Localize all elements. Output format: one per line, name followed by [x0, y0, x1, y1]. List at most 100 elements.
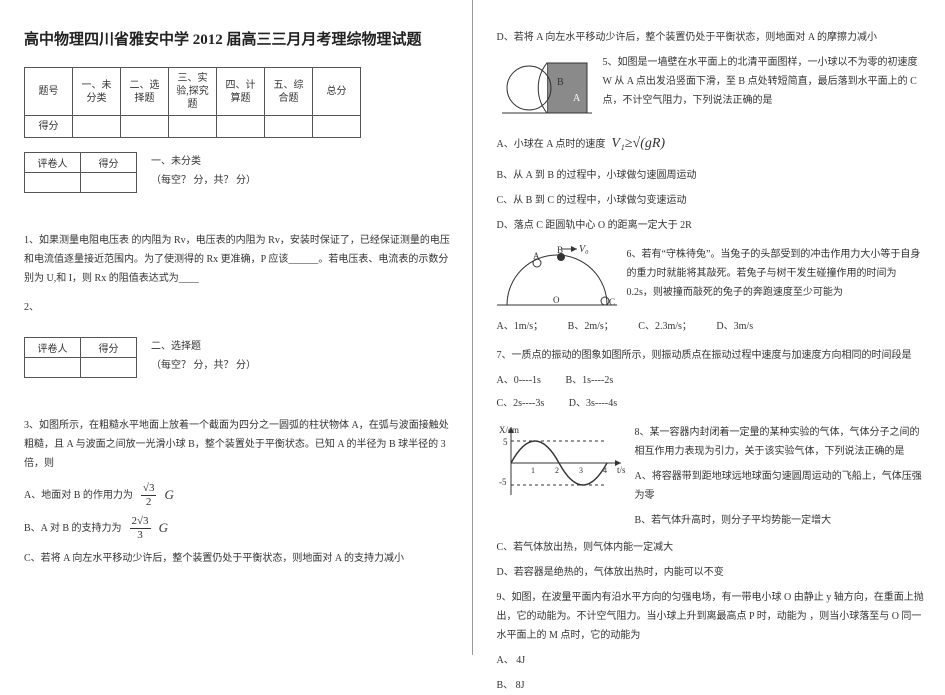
page: 高中物理四川省雅安中学 2012 届高三三月月考理综物理试题 题号 一、未分类 …: [0, 0, 945, 655]
q1-text: 1、如果测量电阻电压表 的内阻为 Rv，电压表的内阻为 Rv，安装时保证了，已经…: [24, 231, 452, 288]
frac-den: 2: [146, 496, 152, 508]
q7-optD: D、3s----4s: [569, 394, 617, 413]
q7-optB: B、1s----2s: [565, 371, 613, 390]
fig5-text: 5、如图是一墙壁在水平面上的北清平面图样，一小球以不为零的初速度 W 从 A 点…: [603, 53, 926, 110]
grader-cell: [81, 173, 137, 193]
grader-table-2: 评卷人 得分: [24, 337, 137, 378]
score-col-0: 题号: [25, 68, 73, 116]
svg-text:t/s: t/s: [617, 465, 625, 475]
svg-text:B: B: [557, 245, 563, 255]
var-g: G: [164, 483, 173, 508]
table-row: 评卷人 得分: [25, 338, 137, 358]
fig6-optA: A、1m/s；: [497, 317, 544, 336]
score-cell: [121, 116, 169, 138]
fig8-box: X/cm t/s 5 -5 1 2 3 4 8、某一容器内封闭着一定量的某种实验…: [497, 423, 926, 530]
fig6-optB: B、2m/s；: [568, 317, 614, 336]
fig6-box: O A B V₀ C 6、若有“守株待兔”。当兔子的头部受到的冲击作用力大小等于…: [497, 245, 926, 309]
fig5-optA: A、小球在 A 点时的速度 V₁≥√(gR): [497, 131, 926, 158]
fig5-diagram-icon: B A: [497, 53, 593, 123]
fig6-opts: A、1m/s； B、2m/s； C、2.3m/s； D、3m/s: [497, 317, 926, 336]
grader-table-1: 评卷人 得分: [24, 152, 137, 193]
score-col-6: 总分: [313, 68, 361, 116]
fig8-optC: C、若气体放出热，则气体内能一定减大: [497, 538, 926, 557]
score-col-4: 四、计算题: [217, 68, 265, 116]
svg-text:4: 4: [603, 466, 607, 475]
section-2-header: 评卷人 得分 二、选择题 （每空？ 分，共？ 分）: [24, 337, 452, 382]
section-2-meta: 二、选择题 （每空？ 分，共？ 分）: [151, 337, 256, 375]
grader-cell: [81, 358, 137, 378]
score-cell: [73, 116, 121, 138]
table-row: [25, 358, 137, 378]
q3-optB: B、A 对 B 的支持力为 2√3 3 G: [24, 516, 452, 541]
fig6-diagram-icon: O A B V₀ C: [497, 245, 617, 309]
grader-c2: 得分: [81, 153, 137, 173]
svg-text:O: O: [553, 295, 560, 305]
fig6-optC: C、2.3m/s；: [638, 317, 692, 336]
q3-text: 3、如图所示，在粗糙水平地面上放着一个截面为四分之一圆弧的柱状物体 A，在弧与波…: [24, 416, 452, 473]
right-column: D、若将 A 向左水平移动少许后，整个装置仍处于平衡状态，则地面对 A 的摩擦力…: [473, 0, 945, 655]
section-1-header: 评卷人 得分 一、未分类 （每空？ 分，共？ 分）: [24, 152, 452, 197]
q3-optC: C、若将 A 向左水平移动少许后，整个装置仍处于平衡状态，则地面对 A 的支持力…: [24, 549, 452, 568]
q2-stub: 2、: [24, 298, 452, 317]
fig6-text: 6、若有“守株待兔”。当兔子的头部受到的冲击作用力大小等于自身的重力时就能将其敲…: [627, 245, 926, 302]
fig5-box: B A 5、如图是一墙壁在水平面上的北清平面图样，一小球以不为零的初速度 W 从…: [497, 53, 926, 123]
section-1-sub: （每空？ 分，共？ 分）: [151, 171, 256, 190]
section-2-title: 二、选择题: [151, 337, 256, 356]
table-row: 评卷人 得分: [25, 153, 137, 173]
fig8-optD: D、若容器是绝热的，气体放出热时，内能可以不变: [497, 563, 926, 582]
q7-opts2: C、2s----3s D、3s----4s: [497, 394, 926, 413]
fig8-optB: B、若气体升高时，则分子平均势能一定增大: [635, 511, 926, 530]
q9-text: 9、如图，在波量平面内有沿水平方向的匀强电场，有一带电小球 O 由静止 y 轴方…: [497, 588, 926, 645]
left-column: 高中物理四川省雅安中学 2012 届高三三月月考理综物理试题 题号 一、未分类 …: [0, 0, 473, 655]
svg-text:A: A: [533, 251, 540, 261]
score-col-2: 二、选择题: [121, 68, 169, 116]
score-col-5: 五、综合题: [265, 68, 313, 116]
fraction-icon: √3 2: [141, 483, 157, 508]
spacer: [24, 398, 452, 416]
q3-optD-right: D、若将 A 向左水平移动少许后，整个装置仍处于平衡状态，则地面对 A 的摩擦力…: [497, 28, 926, 47]
frac-den: 3: [137, 529, 143, 541]
q9-optA: A、 4J: [497, 651, 926, 670]
q3-optA-pre: A、地面对 B 的作用力为: [24, 486, 133, 505]
score-cell: [265, 116, 313, 138]
grader-c1: 评卷人: [25, 153, 81, 173]
svg-text:B: B: [557, 77, 564, 88]
section-1-meta: 一、未分类 （每空？ 分，共？ 分）: [151, 152, 256, 190]
fig5-optC: C、从 B 到 C 的过程中，小球做匀变速运动: [497, 191, 926, 210]
grader-c1: 评卷人: [25, 338, 81, 358]
frac-num: 2√3: [130, 516, 151, 529]
frac-num: √3: [141, 483, 157, 496]
grader-cell: [25, 358, 81, 378]
fig5-optA-pre: A、小球在 A 点时的速度: [497, 135, 606, 154]
grader-c2: 得分: [81, 338, 137, 358]
q1-body: 1、如果测量电阻电压表 的内阻为 Rv，电压表的内阻为 Rv，安装时保证了，已经…: [24, 235, 450, 284]
q7-optC: C、2s----3s: [497, 394, 545, 413]
formula-icon: V₁≥√(gR): [611, 131, 665, 158]
fig8-optA: A、将容器带到距地球远地球面匀速圆周运动的飞船上，气体压强为零: [635, 467, 926, 505]
grader-cell: [25, 173, 81, 193]
q7-opts: A、0----1s B、1s----2s: [497, 371, 926, 390]
svg-text:V₀: V₀: [579, 245, 589, 255]
svg-text:2: 2: [555, 466, 559, 475]
fig6-optD: D、3m/s: [716, 317, 753, 336]
score-col-1: 一、未分类: [73, 68, 121, 116]
q9-optB: B、 8J: [497, 676, 926, 695]
fig8-text: 8、某一容器内封闭着一定量的某种实验的气体，气体分子之间的相互作用力表现为引力，…: [635, 423, 926, 530]
section-2-sub: （每空？ 分，共？ 分）: [151, 356, 256, 375]
svg-text:1: 1: [531, 466, 535, 475]
doc-title: 高中物理四川省雅安中学 2012 届高三三月月考理综物理试题: [24, 28, 452, 49]
fig5-optB: B、从 A 到 B 的过程中，小球做匀速圆周运动: [497, 166, 926, 185]
score-table: 题号 一、未分类 二、选择题 三、实验,探究题 四、计算题 五、综合题 总分 得…: [24, 67, 361, 138]
q3-optA: A、地面对 B 的作用力为 √3 2 G: [24, 483, 452, 508]
fig8-lead: 8、某一容器内封闭着一定量的某种实验的气体，气体分子之间的相互作用力表现为引力，…: [635, 423, 926, 461]
svg-text:-5: -5: [499, 477, 507, 487]
table-row: 得分: [25, 116, 361, 138]
svg-text:5: 5: [503, 437, 508, 447]
q7-optA: A、0----1s: [497, 371, 541, 390]
table-row: [25, 173, 137, 193]
var-g: G: [159, 516, 168, 541]
q3-optB-pre: B、A 对 B 的支持力为: [24, 519, 122, 538]
score-cell: [217, 116, 265, 138]
spacer: [24, 327, 452, 337]
section-1-title: 一、未分类: [151, 152, 256, 171]
